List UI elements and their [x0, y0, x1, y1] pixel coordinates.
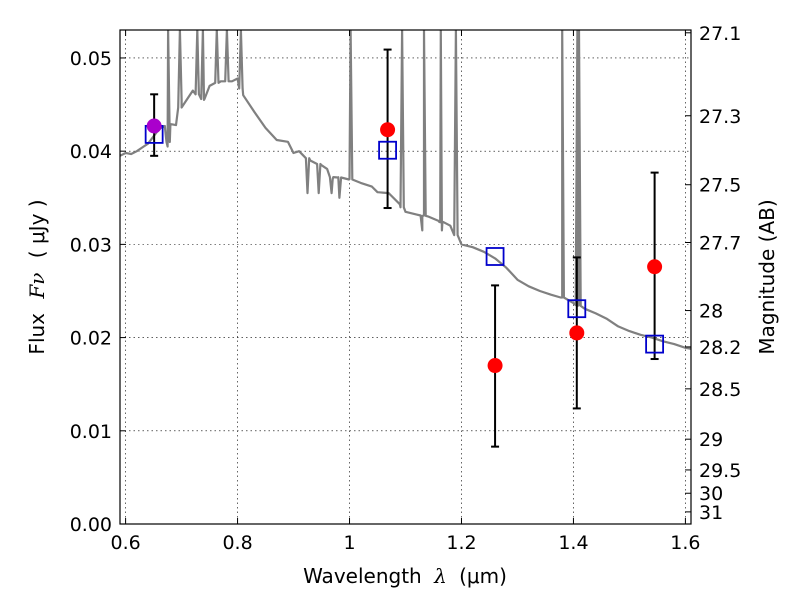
y2-tick-label: 31	[699, 502, 723, 524]
ticks: 0.6 0.8 1 1.2 1.4 1.6 0.00 0.01 0.02 0.03 0.04 0.05…	[70, 23, 742, 554]
observed-flux-point	[487, 358, 503, 374]
synthetic-flux-square	[567, 299, 587, 319]
markers	[144, 48, 665, 448]
y2-tick-label: 27.3	[699, 106, 741, 128]
y2-tick-label: 28.2	[699, 337, 741, 359]
observed-flux-point	[647, 259, 663, 275]
y-axis-label: Flux Fν ( μJy )	[25, 199, 49, 354]
model-spectrum-line	[120, 30, 691, 350]
x-tick-label: 1	[343, 532, 355, 554]
y2-tick-label: 30	[699, 483, 723, 505]
y-tick-label: 0.01	[70, 421, 112, 443]
observed-flux-point	[569, 325, 585, 341]
plot-area	[120, 30, 691, 350]
x-tick-label: 1.4	[558, 532, 588, 554]
x-tick-label: 0.8	[222, 532, 252, 554]
x-tick-label: 1.2	[446, 532, 476, 554]
y-tick-label: 0.05	[70, 48, 112, 70]
observed-flux-point	[146, 118, 162, 134]
observed-flux-point	[380, 122, 396, 138]
y-tick-label: 0.00	[70, 514, 112, 536]
y-tick-label: 0.02	[70, 328, 112, 350]
x-axis-label: Wavelength λ (μm)	[303, 564, 507, 588]
synthetic-flux-square	[485, 247, 505, 266]
y2-tick-label: 27.7	[699, 233, 741, 255]
y-tick-label: 0.03	[70, 234, 112, 256]
y2-axis-label: Magnitude (AB)	[755, 199, 779, 354]
y2-tick-label: 28	[699, 301, 723, 323]
x-tick-label: 1.6	[670, 532, 700, 554]
synthetic-flux-square	[645, 334, 665, 354]
y2-tick-label: 29.5	[699, 460, 741, 482]
y2-tick-label: 27.1	[699, 23, 741, 45]
y2-tick-label: 29	[699, 429, 723, 451]
synthetic-flux-square	[378, 140, 397, 160]
y2-tick-label: 28.5	[699, 379, 741, 401]
y-tick-label: 0.04	[70, 141, 112, 163]
plot-frame	[119, 29, 692, 525]
x-tick-label: 0.6	[110, 532, 140, 554]
y2-tick-label: 27.5	[699, 175, 741, 197]
